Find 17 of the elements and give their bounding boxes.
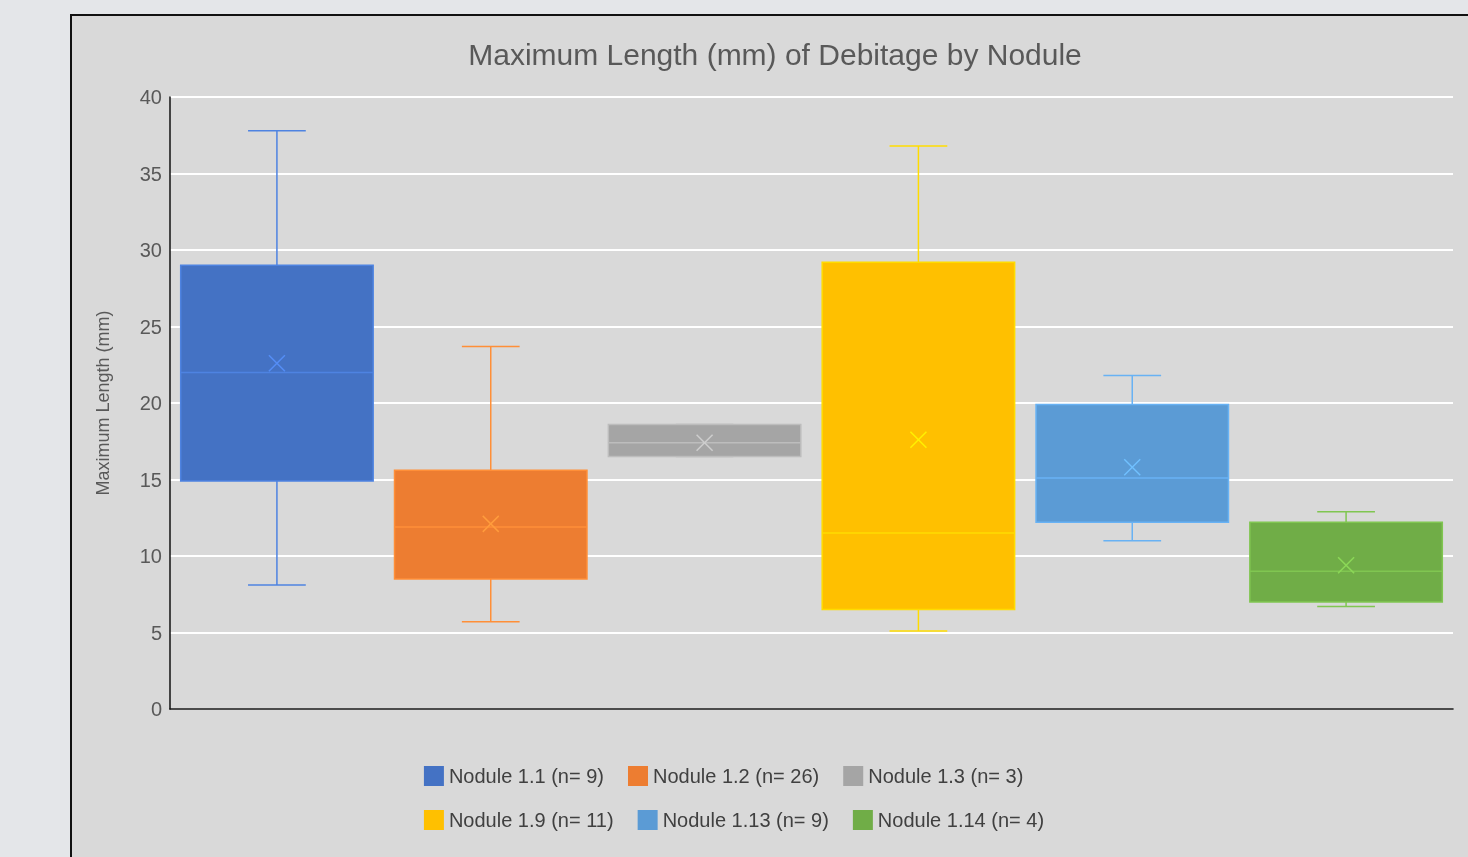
legend-label: Nodule 1.3 (n= 3) <box>868 765 1024 787</box>
legend-label: Nodule 1.9 (n= 11) <box>448 809 614 831</box>
y-tick-label: 25 <box>139 315 162 338</box>
y-tick-label: 40 <box>139 86 162 108</box>
legend-label: Nodule 1.2 (n= 26) <box>653 765 820 787</box>
y-tick-label: 10 <box>139 545 162 567</box>
legend-label: Nodule 1.14 (n= 4) <box>877 809 1045 831</box>
y-tick-label: 30 <box>139 239 162 261</box>
legend-label: Nodule 1.13 (n= 9) <box>662 809 829 831</box>
y-tick-label: 0 <box>150 698 162 720</box>
chart-title: Maximum Length (mm) of Debitage by Nodule <box>468 37 1082 71</box>
y-tick-label: 35 <box>139 162 162 185</box>
y-tick-label: 5 <box>150 621 162 644</box>
y-tick-label: 20 <box>139 392 162 414</box>
legend-label: Nodule 1.1 (n= 9) <box>448 765 605 787</box>
y-tick-label: 15 <box>139 468 162 491</box>
y-axis-title: Maximum Length (mm) <box>93 310 113 496</box>
